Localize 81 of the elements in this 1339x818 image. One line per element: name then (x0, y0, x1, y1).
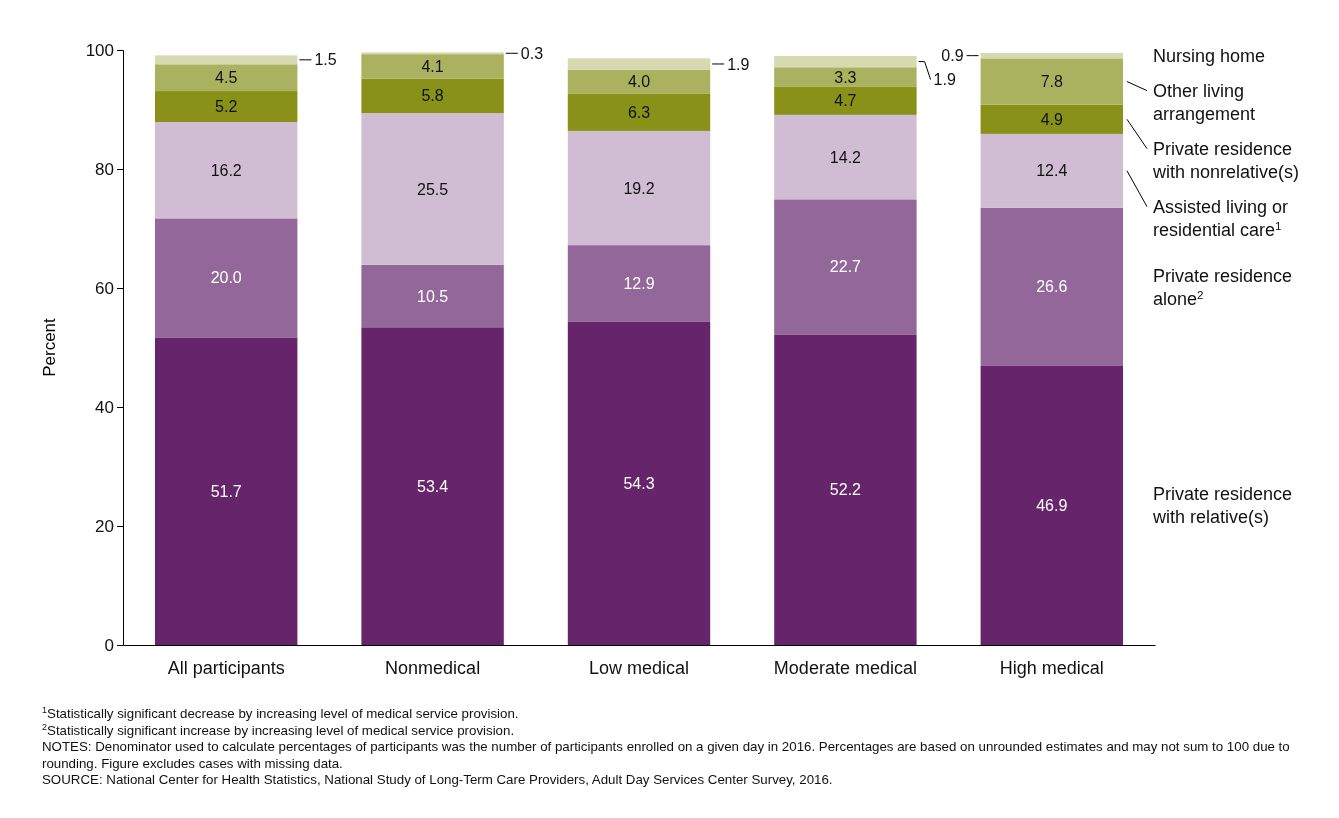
data-label: 0.9 (941, 47, 964, 65)
bar (154, 91, 298, 122)
y-tick-label: 80 (95, 159, 114, 179)
data-label: 5.8 (421, 87, 444, 105)
bar (154, 337, 298, 645)
y-tick-label: 0 (104, 635, 114, 655)
bar (567, 321, 711, 645)
series-label: Private residence with relative(s) (1152, 484, 1293, 528)
data-label: 26.6 (1036, 278, 1068, 296)
x-tick-label: Nonmedical (385, 657, 481, 678)
data-label: 20.0 (210, 269, 242, 287)
data-label: 3.3 (834, 68, 857, 86)
bar (154, 64, 298, 92)
bar (361, 113, 504, 265)
data-label: 1.5 (314, 51, 337, 69)
bar (980, 207, 1124, 366)
data-label: 4.1 (421, 57, 444, 75)
data-label: 16.2 (210, 161, 242, 179)
data-label: 53.4 (417, 477, 449, 495)
y-tick-label: 100 (85, 40, 114, 60)
series-label: Other living arrangement (1153, 80, 1256, 124)
bar (980, 58, 1124, 105)
data-label: 51.7 (210, 482, 242, 500)
x-tick-label: High medical (999, 657, 1104, 678)
y-tick-label: 40 (95, 397, 114, 417)
bar (774, 55, 917, 68)
text: $^{2}$Statistically significant increase by increasing level of medical service provision. (42, 721, 516, 739)
series-label: Assisted living or residential care$^{1}$ (1153, 196, 1289, 240)
bar (774, 67, 917, 87)
bar (567, 130, 711, 246)
data-label: 25.5 (417, 180, 449, 198)
bar (774, 86, 917, 115)
bar (980, 104, 1124, 134)
bar (361, 327, 504, 645)
data-label: 19.2 (623, 179, 655, 197)
data-label: 10.5 (417, 287, 449, 305)
bar (980, 52, 1124, 59)
bar (774, 199, 917, 335)
x-tick-label: All participants (167, 657, 285, 678)
data-label: 0.3 (520, 44, 544, 62)
data-label: 46.9 (1036, 497, 1068, 515)
data-label: 7.8 (1040, 73, 1064, 91)
series-label: Private residence alone$^{2}$ (1153, 265, 1293, 309)
bar (774, 334, 917, 645)
bar (154, 55, 298, 65)
data-label: 12.4 (1036, 162, 1068, 180)
series-label: Nursing home (1153, 45, 1266, 66)
series-label: Private residence with nonrelative(s) (1152, 138, 1300, 182)
x-tick-label: Low medical (588, 657, 690, 678)
bar (361, 264, 504, 328)
bar (567, 58, 711, 70)
bar (980, 365, 1124, 645)
bar (567, 69, 711, 94)
data-label: 12.9 (623, 275, 655, 293)
data-label: 4.0 (627, 73, 651, 91)
data-label: 14.2 (829, 148, 862, 166)
bar (567, 93, 711, 131)
data-label: 6.3 (627, 103, 651, 121)
data-label: 22.7 (829, 258, 862, 276)
data-label: 4.5 (215, 69, 238, 87)
y-tick-label: 60 (95, 278, 114, 298)
text: NOTES: Denominator used to calculate percentages of participants was the number of participants enrolled on a given day in 2016. Percentages are based on unrounded estimates and may not sum to 100 due to rounding. Figure excludes cases with missing data. (42, 739, 1291, 772)
bar (154, 218, 298, 338)
bar (154, 122, 298, 219)
data-label: 4.9 (1040, 110, 1064, 128)
data-label: 4.7 (834, 92, 857, 110)
bar (980, 133, 1124, 208)
y-tick-label: 20 (95, 516, 114, 536)
data-label: 1.9 (933, 71, 956, 89)
bar (361, 78, 504, 114)
x-tick-label: Moderate medical (773, 657, 917, 678)
data-label: 54.3 (623, 475, 655, 493)
data-label: 1.9 (727, 55, 750, 73)
bar (361, 54, 504, 79)
y-axis-title: Percent (40, 317, 59, 377)
text: $^{1}$Statistically significant decrease by increasing level of medical service provision. (42, 704, 520, 723)
data-label: 5.2 (215, 98, 238, 116)
data-label: 52.2 (829, 481, 862, 499)
bar (774, 114, 917, 200)
bar (567, 245, 711, 322)
source-note: SOURCE: National Center for Health Statistics, National Study of Long-Term Care Providers, Adult Day Services Center Survey, 2016. (42, 772, 834, 789)
